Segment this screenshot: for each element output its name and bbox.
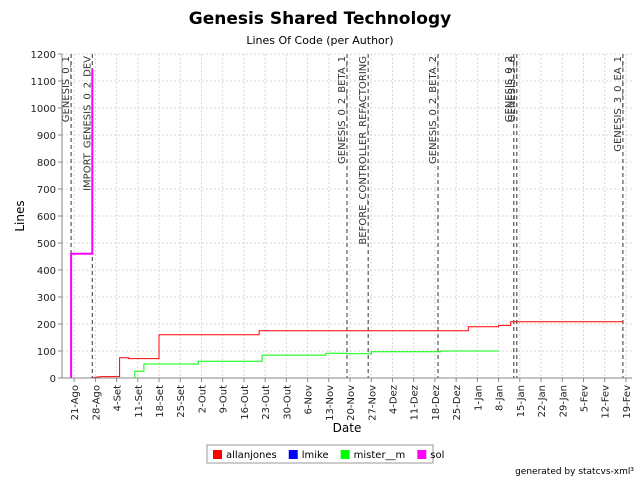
- x-tick-label: 22-Jan: [537, 385, 548, 417]
- y-tick-label: 700: [37, 185, 56, 196]
- x-tick-label: 23-Out: [261, 385, 272, 420]
- y-tick-label: 500: [37, 239, 56, 250]
- marker-label: GENESIS_0_1: [61, 56, 72, 122]
- legend: allanjones lmike mister__m sol: [206, 444, 444, 464]
- legend-box: [206, 444, 434, 464]
- legend-swatch-lmike: [288, 450, 298, 459]
- y-tick-label: 1100: [31, 77, 56, 88]
- x-tick-label: 4-Dez: [388, 385, 399, 414]
- x-tick-label: 19-Fev: [622, 385, 633, 419]
- legend-label-sol: sol: [430, 450, 444, 461]
- legend-swatch-mister__m: [340, 450, 350, 459]
- x-tick-label: 28-Ago: [91, 385, 102, 420]
- marker-label: GENESIS_0_2_BETA_2: [428, 56, 439, 164]
- x-tick-label: 29-Jan: [558, 385, 569, 417]
- y-tick-label: 1200: [31, 50, 56, 61]
- series-line-allanjones: [89, 321, 623, 379]
- chart-title: Genesis Shared Technology: [189, 9, 452, 29]
- x-tick-label: 25-Dez: [452, 385, 463, 420]
- marker-label: GENESIS_3_0_EA_1: [613, 56, 624, 152]
- chart-subtitle: Lines Of Code (per Author): [246, 34, 393, 47]
- x-tick-label: 15-Jan: [516, 385, 527, 417]
- x-tick-label: 27-Nov: [367, 385, 378, 421]
- x-tick-label: 12-Fev: [601, 385, 612, 419]
- x-tick-label: 13-Nov: [325, 385, 336, 421]
- y-axis-title: Lines: [13, 200, 27, 231]
- marker-label: GENESIS_0_2: [504, 56, 515, 122]
- footer-credit: generated by statcvs-xml³: [515, 467, 634, 477]
- x-tick-label: 18-Dez: [431, 385, 442, 420]
- x-tick-label: 6-Nov: [304, 385, 315, 415]
- marker-label: BEFORE_CONTROLLER_REFACTORING: [358, 56, 369, 245]
- x-tick-label: 1-Jan: [473, 385, 484, 411]
- x-tick-label: 18-Set: [155, 385, 166, 418]
- y-tick-label: 900: [37, 131, 56, 142]
- legend-label-allanjones: allanjones: [226, 450, 277, 461]
- x-tick-label: 8-Jan: [495, 385, 506, 411]
- x-tick-label: 11-Set: [134, 385, 145, 418]
- x-tick-label: 30-Out: [282, 385, 293, 420]
- legend-label-lmike: lmike: [302, 450, 329, 461]
- x-tick-label: 25-Set: [176, 385, 187, 418]
- y-tick-label: 400: [37, 266, 56, 277]
- x-ticks: 21-Ago 28-Ago 4-Set 11-Set 18-Set 25-Set 2-Out…: [70, 378, 633, 421]
- y-tick-label: 600: [37, 212, 56, 223]
- legend-swatch-allanjones: [213, 450, 222, 459]
- x-tick-label: 21-Ago: [70, 385, 81, 420]
- x-axis-title: Date: [333, 421, 362, 435]
- y-ticks: 0 100 200 300 400 500 600 700 800 900 1000 1100 1200: [31, 50, 62, 385]
- x-tick-label: 9-Out: [219, 385, 230, 413]
- x-tick-label: 11-Dez: [410, 385, 421, 420]
- y-tick-label: 100: [37, 347, 56, 358]
- y-tick-label: 0: [50, 374, 56, 385]
- x-tick-label: 5-Fev: [579, 385, 590, 412]
- y-tick-label: 1000: [31, 104, 56, 115]
- legend-label-mister__m: mister__m: [354, 450, 406, 461]
- release-markers: GENESIS_0_1 IMPORT_GENESIS_0_2_DEV GENESIS…: [61, 54, 624, 378]
- y-tick-label: 800: [37, 158, 56, 169]
- series-line-sol: [70, 68, 94, 378]
- y-tick-label: 300: [37, 293, 56, 304]
- marker-label: GENESIS_3_0: [507, 56, 518, 122]
- series-line-mister__m: [95, 350, 499, 379]
- marker-label: GENESIS_0_2_BETA_1: [337, 56, 348, 164]
- x-tick-label: 4-Set: [113, 385, 124, 411]
- x-tick-label: 16-Out: [240, 385, 251, 420]
- x-tick-label: 20-Nov: [346, 385, 357, 421]
- legend-swatch-sol: [417, 450, 427, 459]
- x-tick-label: 2-Out: [197, 385, 208, 413]
- y-tick-label: 200: [37, 320, 56, 331]
- marker-label: IMPORT_GENESIS_0_2_DEV: [82, 56, 93, 191]
